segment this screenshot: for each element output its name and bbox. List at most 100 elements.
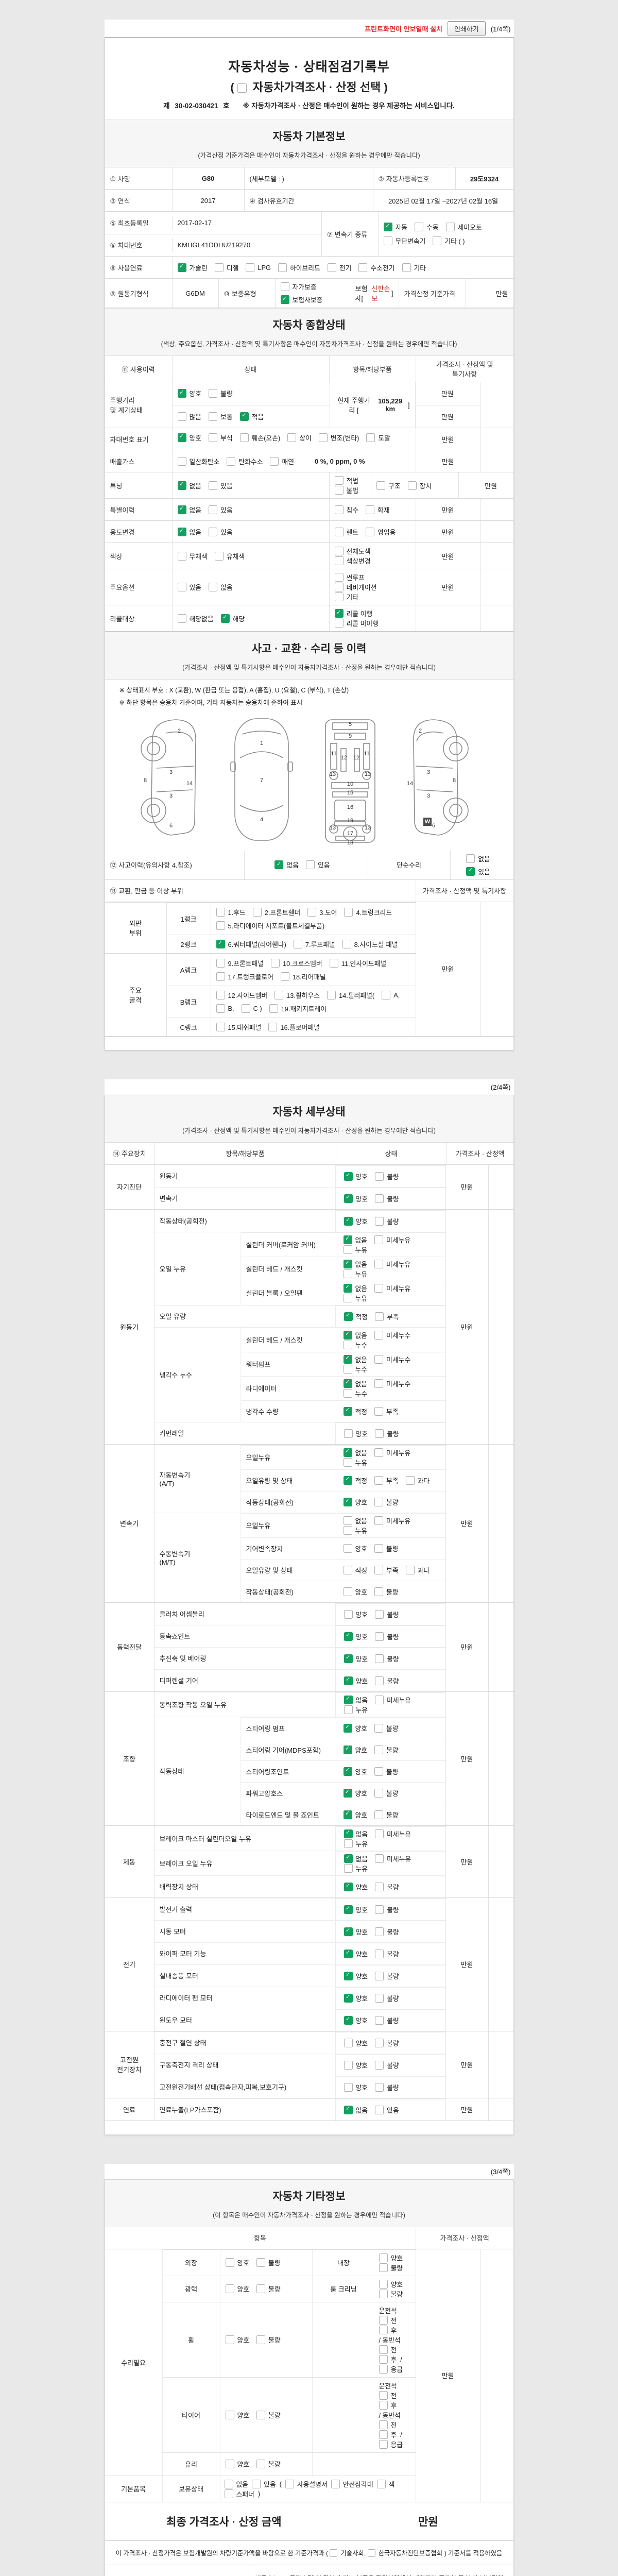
check-option[interactable]: 4.트렁크리드 [344,907,392,917]
check-option[interactable]: 가솔린 [177,263,208,273]
check-option[interactable]: 없음 [177,505,201,515]
check-option[interactable]: 적정 [344,1312,368,1321]
check-option[interactable]: 부족 [374,1406,399,1416]
check-option[interactable]: 보험사보증 [280,295,322,304]
check-option[interactable]: 미세누수 [374,1379,410,1388]
checkbox-icon[interactable] [334,619,344,628]
checkbox-icon[interactable] [379,2289,388,2298]
check-option[interactable]: 없음 [343,1259,367,1269]
check-option[interactable]: 불량 [374,1497,399,1507]
check-option[interactable]: 누유 [343,1269,367,1279]
checkbox-icon[interactable] [379,2439,388,2449]
check-option[interactable]: 불량 [379,2263,403,2273]
check-option[interactable]: 미세누수 [374,1354,410,1364]
checkbox-icon[interactable] [306,860,315,869]
checkbox-icon[interactable] [343,1810,352,1819]
checkbox-icon[interactable] [216,1004,225,1013]
checkbox-icon[interactable] [334,476,344,485]
checkbox-icon[interactable] [375,1429,384,1438]
checkbox-icon[interactable] [343,1458,352,1467]
check-option[interactable]: 미세누유 [374,1516,410,1526]
check-option[interactable]: 10.크로스멤버 [271,958,322,968]
check-option[interactable]: 적음 [239,412,264,421]
checkbox-icon[interactable] [252,907,262,917]
check-option[interactable]: 누유 [344,1705,368,1715]
check-option[interactable]: 세미오토 [445,222,482,232]
check-option[interactable]: 양호 [225,2459,249,2469]
check-option[interactable]: A, [382,990,400,999]
check-option[interactable]: 3.도어 [307,907,337,917]
checkbox-icon[interactable] [241,1004,250,1013]
check-option[interactable]: 양호 [344,1905,368,1914]
checkbox-icon[interactable] [343,1388,352,1398]
checkbox-icon[interactable] [256,2410,266,2419]
check-option[interactable]: 일산화탄소 [177,456,219,466]
check-option[interactable]: 6.쿼터패널(리어휀다) [216,939,286,949]
checkbox-icon[interactable] [334,609,344,618]
check-option[interactable]: 없음 [343,1379,367,1388]
check-option[interactable]: 수동 [415,222,439,232]
checkbox-icon[interactable] [343,1565,352,1574]
checkbox-icon[interactable] [374,1767,384,1776]
price-survey-select-checkbox[interactable] [237,83,247,93]
check-option[interactable]: 불량 [375,1632,399,1641]
check-option[interactable]: 잭 [376,2479,394,2489]
check-option[interactable]: 양호 [177,388,201,398]
check-option[interactable]: 있음 [306,860,330,870]
checkbox-icon[interactable] [344,1194,353,1203]
checkbox-icon[interactable] [375,1854,384,1863]
checkbox-icon[interactable] [334,573,344,582]
checkbox-icon[interactable] [375,1905,384,1914]
check-option[interactable]: 양호 [343,1587,367,1597]
checkbox-icon[interactable] [375,1216,384,1226]
checkbox-icon[interactable] [343,1448,352,1457]
check-option[interactable]: 양호 [379,2279,403,2289]
checkbox-icon[interactable] [344,1854,353,1863]
check-option[interactable]: 부족 [374,1476,399,1485]
checkbox-icon[interactable] [343,1283,352,1293]
checkbox-icon[interactable] [344,1971,353,1980]
check-option[interactable]: 없음 [209,582,233,592]
checkbox-icon[interactable] [375,1194,384,1203]
check-option[interactable]: 불량 [375,1905,399,1914]
checkbox-icon[interactable] [239,433,249,442]
checkbox-icon[interactable] [327,263,336,272]
checkbox-icon[interactable] [216,907,225,917]
check-option[interactable]: 미세누유 [374,1448,410,1458]
check-option[interactable]: 부식 [209,433,233,443]
checkbox-icon[interactable] [280,972,289,981]
check-option[interactable]: 불량 [375,2060,399,2070]
checkbox-icon[interactable] [466,854,475,863]
check-option[interactable]: 양호 [225,2410,249,2420]
check-option[interactable]: 적법 [334,476,358,485]
check-option[interactable]: 과다 [405,1565,430,1575]
checkbox-icon[interactable] [344,2038,353,2047]
checkbox-icon[interactable] [343,1788,352,1798]
check-option[interactable]: 전체도색 [334,546,371,556]
check-option[interactable]: 불량 [375,1949,399,1959]
check-option[interactable]: 침수 [334,505,358,515]
checkbox-icon[interactable] [334,505,344,514]
check-option[interactable]: 없음 [343,1235,367,1245]
checkbox-icon[interactable] [379,2391,388,2400]
checkbox-icon[interactable] [344,1654,353,1663]
checkbox-icon[interactable] [344,1695,353,1704]
checkbox-icon[interactable] [375,1949,384,1958]
check-option[interactable]: 과다 [405,1476,430,1485]
checkbox-icon[interactable] [375,1971,384,1980]
checkbox-icon[interactable] [343,1364,352,1374]
check-option[interactable]: 누수 [343,1388,367,1398]
checkbox-icon[interactable] [278,263,287,272]
checkbox-icon[interactable] [374,1354,384,1364]
checkbox-icon[interactable] [225,2410,234,2419]
check-option[interactable]: 양호 [344,1993,368,2003]
check-option[interactable]: 없음 [344,1695,368,1705]
check-option[interactable]: 운전석 [379,2381,397,2391]
checkbox-icon[interactable] [344,1949,353,1958]
checkbox-icon[interactable] [209,412,218,421]
check-option[interactable]: 디젤 [214,263,238,273]
check-option[interactable]: 불량 [256,2410,281,2420]
checkbox-icon[interactable] [379,2263,388,2272]
checkbox-icon[interactable] [375,1654,384,1663]
check-option[interactable]: 불량 [374,1587,399,1597]
